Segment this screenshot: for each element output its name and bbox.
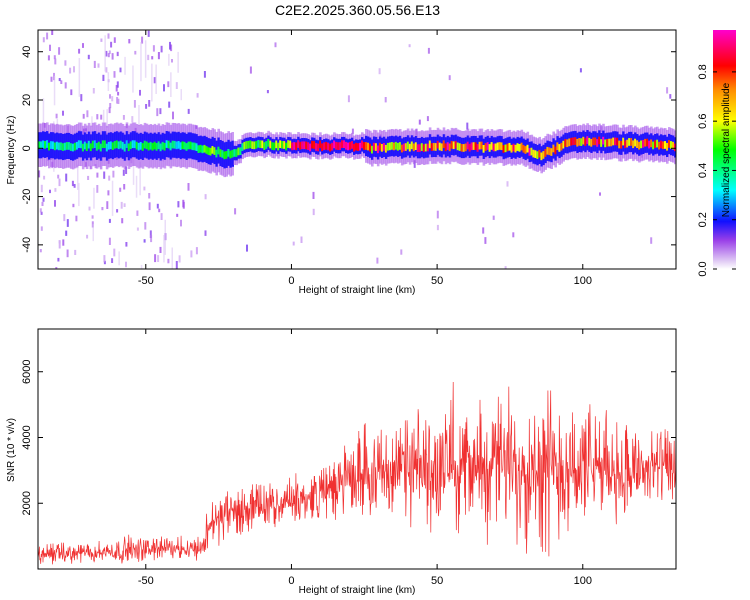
- snr-xtick-label: 100: [574, 575, 592, 587]
- snr-series-line: [38, 381, 676, 565]
- snr-ytick-label: 4000: [21, 425, 33, 449]
- spectrogram-xtick-label: 100: [574, 275, 592, 287]
- colorbar-tick-label: 0.0: [697, 261, 709, 276]
- spectrogram-heatmap: [38, 30, 676, 269]
- spectrogram-ytick-label: -20: [21, 189, 33, 205]
- colorbar-tick-label: 0.8: [697, 64, 709, 79]
- spectrogram-ytick-label: 40: [21, 46, 33, 58]
- snr-panel: -50 0 50 100 2000 4000 6000 Height of straight…: [6, 328, 677, 596]
- spectrogram-xtick-label: -50: [138, 275, 154, 287]
- colorbar-tick-label: 0.4: [697, 163, 709, 178]
- colorbar: 0.0 0.2 0.4 0.6 0.8 Normalized spectral ampl…: [697, 30, 736, 277]
- snr-xtick-label: 50: [431, 575, 443, 587]
- spectrogram-xtick-label: 50: [431, 275, 443, 287]
- spectrogram-xtick-label: 0: [288, 275, 294, 287]
- snr-xtick-label: 0: [288, 575, 294, 587]
- snr-frame: [37, 328, 677, 570]
- snr-xtick-label: -50: [138, 575, 154, 587]
- snr-ytick-label: 6000: [21, 359, 33, 383]
- spectrogram-frame: [37, 29, 677, 270]
- colorbar-tick-label: 0.6: [697, 114, 709, 129]
- snr-ylabel: SNR (10 * v/v): [6, 418, 17, 482]
- colorbar-label: Normalized spectral amplitude: [721, 82, 732, 217]
- spectrogram-ytick-label: 20: [21, 94, 33, 106]
- spectrogram-panel: -50 0 50 100 -40 -20 0 20 40 Height of straight …: [6, 29, 677, 296]
- spectrogram-xlabel: Height of straight line (km): [299, 285, 416, 296]
- spectrogram-ylabel: Frequency (Hz): [6, 116, 17, 185]
- spectrogram-ytick-label: 0: [21, 145, 33, 151]
- snr-xlabel: Height of straight line (km): [299, 585, 416, 596]
- spectrogram-ytick-label: -40: [21, 237, 33, 253]
- colorbar-gradient: [713, 30, 736, 269]
- colorbar-tick-label: 0.2: [697, 212, 709, 227]
- snr-ytick-label: 2000: [21, 491, 33, 515]
- chart-title: C2E2.2025.360.05.56.E13: [274, 2, 441, 18]
